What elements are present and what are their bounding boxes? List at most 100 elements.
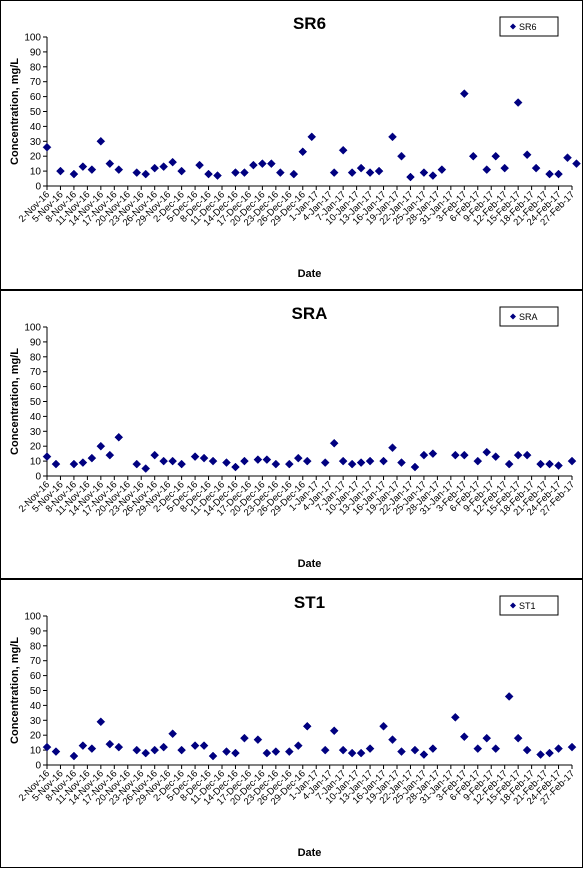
data-point-sra	[459, 450, 469, 460]
y-tick-label: 70	[30, 367, 42, 378]
data-point-sr6	[195, 160, 204, 170]
data-point-st1	[168, 729, 177, 739]
data-point-sra	[96, 441, 106, 451]
data-point-sra	[208, 456, 218, 466]
data-point-sra	[253, 455, 263, 464]
data-point-sr6	[114, 165, 124, 174]
data-point-sra	[262, 455, 272, 464]
y-tick-label: 20	[30, 731, 42, 742]
data-point-sr6	[42, 142, 52, 152]
chart-panel-sra: SRA Concentration, mg/L 0 10 20 30 40 50 60 70 80 9…	[0, 290, 583, 579]
data-point-st1	[482, 733, 492, 743]
data-point-st1	[410, 745, 420, 755]
y-tick-label: 40	[30, 701, 42, 712]
chart-sr6: SR6 Concentration, mg/L 0 10 20 30 40 50 60 70 80 9…	[9, 14, 581, 280]
data-point-sra	[554, 461, 563, 470]
data-point-sra	[419, 450, 429, 460]
data-point-st1	[302, 721, 312, 731]
legend-box	[499, 595, 559, 616]
data-point-st1	[293, 741, 303, 750]
data-point-sra	[388, 443, 397, 453]
data-point-sr6	[231, 168, 240, 177]
y-tick-label: 30	[30, 137, 42, 148]
data-point-sr6	[132, 168, 142, 177]
y-tick-label: 100	[24, 323, 41, 334]
data-point-sr6	[258, 159, 267, 169]
data-point-st1	[42, 742, 52, 752]
data-point-st1	[51, 747, 61, 756]
y-tick-label: 90	[30, 626, 42, 637]
data-point-sra	[473, 456, 483, 466]
data-point-sr6	[141, 169, 151, 179]
data-point-st1	[356, 748, 366, 758]
data-point-st1	[365, 744, 375, 753]
y-tick-label: 60	[30, 382, 42, 393]
data-point-st1	[379, 721, 388, 731]
data-point-sr6	[491, 151, 501, 161]
y-axis-label: Concentration, mg/L	[9, 58, 21, 165]
data-point-st1	[329, 726, 339, 736]
data-point-st1	[567, 742, 577, 752]
data-point-sr6	[482, 165, 492, 174]
data-point-sra	[329, 438, 339, 448]
data-point-sra	[69, 459, 79, 469]
data-point-sra	[567, 456, 577, 466]
data-point-sra	[356, 458, 366, 467]
data-point-sra	[87, 453, 97, 463]
y-tick-label: 0	[35, 182, 41, 193]
data-point-st1	[262, 748, 272, 758]
data-point-sra	[240, 456, 249, 466]
data-point-st1	[450, 712, 460, 722]
data-point-sra	[504, 459, 514, 469]
data-point-st1	[69, 751, 79, 761]
data-point-st1	[284, 747, 294, 756]
data-point-st1	[320, 745, 330, 755]
data-point-sra	[365, 456, 375, 466]
data-point-sra	[284, 459, 294, 469]
data-point-sra	[536, 459, 545, 469]
legend-box	[499, 306, 559, 327]
data-point-st1	[240, 733, 249, 743]
data-point-st1	[190, 741, 200, 750]
y-tick-label: 80	[30, 641, 42, 652]
data-point-st1	[459, 732, 469, 742]
data-point-st1	[150, 745, 160, 755]
y-tick-label: 0	[35, 472, 41, 483]
data-point-sra	[105, 450, 115, 460]
y-tick-label: 60	[30, 92, 42, 103]
data-point-sra	[338, 456, 348, 466]
legend-marker	[510, 313, 516, 320]
data-point-sr6	[150, 163, 160, 173]
data-point-st1	[253, 735, 263, 745]
data-point-sr6	[513, 98, 523, 107]
data-point-st1	[347, 748, 357, 758]
data-point-st1	[78, 741, 88, 750]
data-point-sra	[150, 450, 160, 460]
y-tick-label: 30	[30, 427, 42, 438]
data-point-sra	[397, 458, 406, 467]
data-point-sr6	[347, 168, 357, 177]
data-point-sr6	[298, 147, 308, 157]
y-tick-label: 60	[30, 671, 42, 682]
data-point-sr6	[78, 162, 88, 171]
chart-st1: ST1 Concentration, mg/L 0 10 20 30 40 50 60 70 80 9…	[9, 593, 577, 859]
chart-title: SR6	[293, 14, 326, 33]
data-point-st1	[96, 717, 106, 727]
data-point-st1	[105, 739, 115, 749]
data-point-sr6	[397, 151, 406, 161]
data-point-sra	[159, 456, 169, 466]
data-point-st1	[271, 747, 281, 756]
data-point-sra	[177, 459, 186, 469]
data-point-sr6	[267, 159, 276, 169]
y-tick-label: 10	[30, 746, 42, 757]
data-point-sr6	[468, 151, 478, 161]
chart-title: ST1	[294, 593, 325, 612]
data-point-sra	[168, 456, 177, 466]
y-tick-label: 10	[30, 457, 42, 468]
legend-box	[499, 16, 559, 37]
legend-marker	[510, 23, 516, 30]
data-point-sra	[545, 459, 554, 469]
chart-panel-sr6: SR6 Concentration, mg/L 0 10 20 30 40 50 60 70 80 9…	[0, 0, 583, 290]
y-tick-label: 0	[35, 761, 41, 772]
data-point-sr6	[204, 169, 213, 179]
